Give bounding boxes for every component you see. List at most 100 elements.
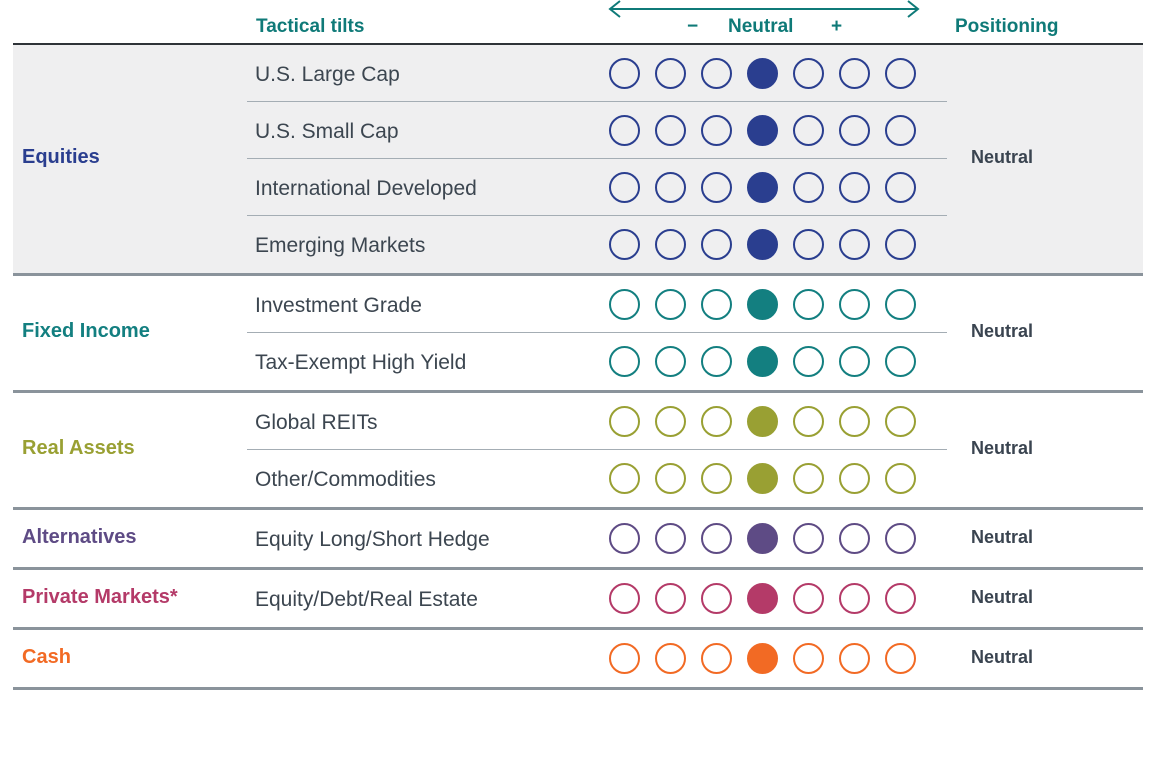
group-label: Fixed Income — [22, 320, 150, 342]
group-fixed-income: Fixed Income Neutral Investment Grade Tax-E… — [13, 276, 1143, 390]
tilt-dot-empty-icon — [885, 289, 916, 320]
tilt-dot-empty-icon — [655, 643, 686, 674]
row-divider — [247, 332, 947, 333]
tilt-dot-empty-icon — [609, 172, 640, 203]
tilt-dot-empty-icon — [655, 346, 686, 377]
tilt-dot-empty-icon — [885, 115, 916, 146]
positioning-value: Neutral — [971, 321, 1034, 341]
tilt-dot-empty-icon — [701, 346, 732, 377]
header-minus-label: − — [687, 16, 699, 37]
tilt-dot-filled-icon — [747, 463, 778, 494]
tilt-dot-empty-icon — [655, 406, 686, 437]
table-row: Equity Long/Short Hedge — [13, 510, 1143, 567]
tilt-dot-empty-icon — [793, 406, 824, 437]
group-divider — [13, 273, 1143, 276]
tilt-scale — [609, 289, 931, 320]
tilt-dot-filled-icon — [747, 643, 778, 674]
row-divider — [247, 449, 947, 450]
tilt-dot-empty-icon — [609, 115, 640, 146]
tilt-dot-empty-icon — [609, 583, 640, 614]
tilt-dot-empty-icon — [839, 583, 870, 614]
tilt-dot-filled-icon — [747, 289, 778, 320]
tilt-dot-empty-icon — [655, 583, 686, 614]
tilt-dot-empty-icon — [609, 463, 640, 494]
tilt-dot-empty-icon — [609, 406, 640, 437]
table-row: U.S. Small Cap — [13, 102, 1143, 159]
positioning-value: Neutral — [971, 646, 1034, 667]
tilt-dot-empty-icon — [609, 346, 640, 377]
tilt-dot-empty-icon — [885, 229, 916, 260]
table-row: Tax-Exempt High Yield — [13, 333, 1143, 390]
tilt-scale — [609, 583, 931, 614]
table-row: Emerging Markets — [13, 216, 1143, 273]
tilt-dot-empty-icon — [885, 172, 916, 203]
tilt-dot-filled-icon — [747, 346, 778, 377]
tilt-dot-empty-icon — [701, 643, 732, 674]
group-divider — [13, 390, 1143, 393]
tilt-scale — [609, 643, 931, 674]
row-divider — [247, 215, 947, 216]
tilt-dot-empty-icon — [793, 643, 824, 674]
tilt-scale — [609, 115, 931, 146]
tilt-dot-filled-icon — [747, 523, 778, 554]
tilt-dot-empty-icon — [701, 172, 732, 203]
row-label: Equity/Debt/Real Estate — [255, 588, 478, 611]
table-row: Equity/Debt/Real Estate — [13, 570, 1143, 627]
tilt-dot-empty-icon — [793, 58, 824, 89]
table-row — [13, 630, 1143, 687]
tilt-dot-empty-icon — [885, 346, 916, 377]
positioning-value: Neutral — [971, 586, 1034, 607]
group-label: Cash — [22, 645, 71, 668]
tilt-dot-empty-icon — [701, 289, 732, 320]
group-alternatives: Alternatives Neutral Equity Long/Short Hed… — [13, 510, 1143, 567]
tilt-dot-empty-icon — [609, 229, 640, 260]
header-neutral-label: Neutral — [728, 16, 794, 37]
tilt-dot-empty-icon — [839, 523, 870, 554]
tilt-scale — [609, 523, 931, 554]
tilt-dot-empty-icon — [885, 643, 916, 674]
tilt-scale — [609, 229, 931, 260]
tilt-dot-empty-icon — [793, 289, 824, 320]
tilt-dot-empty-icon — [701, 229, 732, 260]
tilt-dot-empty-icon — [793, 229, 824, 260]
tilt-dot-empty-icon — [655, 115, 686, 146]
group-label: Equities — [22, 146, 100, 168]
tilt-dot-empty-icon — [701, 58, 732, 89]
row-label: Other/Commodities — [255, 468, 436, 491]
tilt-dot-empty-icon — [885, 463, 916, 494]
tilt-dot-empty-icon — [839, 406, 870, 437]
header-positioning: Positioning — [955, 16, 1059, 37]
row-label: Tax-Exempt High Yield — [255, 351, 467, 374]
table-top-rule — [13, 43, 1143, 45]
tilt-dot-filled-icon — [747, 583, 778, 614]
group-cash: Cash Neutral — [13, 630, 1143, 687]
tilt-range-arrow-icon — [608, 0, 920, 18]
tilt-dot-filled-icon — [747, 229, 778, 260]
tilt-dot-empty-icon — [655, 229, 686, 260]
tilt-dot-empty-icon — [793, 346, 824, 377]
tilt-dot-empty-icon — [701, 406, 732, 437]
tilt-dot-empty-icon — [701, 463, 732, 494]
tilts-table: Equities Neutral U.S. Large Cap U.S. Small … — [13, 43, 1143, 690]
group-label: Private Markets* — [22, 585, 178, 608]
header-plus-label: + — [831, 16, 843, 37]
tilt-dot-empty-icon — [609, 643, 640, 674]
tilt-dot-filled-icon — [747, 172, 778, 203]
row-label: Global REITs — [255, 411, 378, 434]
row-divider — [247, 158, 947, 159]
tilt-dot-empty-icon — [885, 583, 916, 614]
table-row: U.S. Large Cap — [13, 45, 1143, 102]
tilt-dot-empty-icon — [655, 58, 686, 89]
tilt-dot-empty-icon — [839, 172, 870, 203]
header-tactical-tilts: Tactical tilts — [256, 16, 365, 37]
tilt-dot-empty-icon — [839, 289, 870, 320]
positioning-value: Neutral — [971, 147, 1034, 167]
positioning-value: Neutral — [971, 526, 1034, 547]
table-row: Investment Grade — [13, 276, 1143, 333]
tilt-dot-empty-icon — [655, 289, 686, 320]
tilt-dot-filled-icon — [747, 58, 778, 89]
tilt-dot-empty-icon — [701, 115, 732, 146]
group-private-markets: Private Markets* Neutral Equity/Debt/Real … — [13, 570, 1143, 627]
tilt-dot-empty-icon — [839, 229, 870, 260]
table-row: Other/Commodities — [13, 450, 1143, 507]
